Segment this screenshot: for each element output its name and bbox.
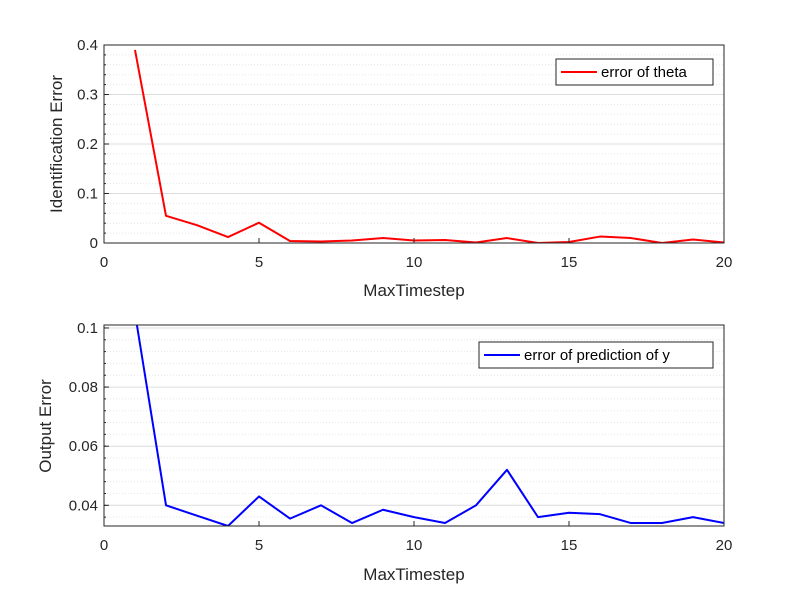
y-tick-label: 0.3	[77, 87, 98, 104]
x-tick-label: 0	[100, 537, 108, 554]
x-tick-label: 15	[561, 254, 578, 271]
y-tick-label: 0.2	[77, 136, 98, 153]
x-tick-label: 5	[255, 254, 263, 271]
x-tick-label: 20	[716, 254, 733, 271]
x-axis-label: MaxTimestep	[363, 281, 464, 300]
series-line	[135, 325, 724, 526]
subplot-output-error: 0.04 0.06 0.08 0.1 0 5 10 15 20 MaxTimestep Outp…	[36, 320, 733, 584]
subplot-identification-error: 0 0.1 0.2 0.3 0.4 0 5 10 15 20 MaxTimestep Identi…	[47, 37, 732, 300]
y-tick-label: 0.04	[69, 497, 98, 514]
y-axis-label: Output Error	[36, 379, 55, 473]
y-axis-label: Identification Error	[47, 75, 66, 213]
x-tick-label: 5	[255, 537, 263, 554]
ticks: 0.04 0.06 0.08 0.1 0 5 10 15 20	[69, 320, 733, 554]
series-line	[134, 49, 724, 243]
legend-label: error of prediction of y	[524, 347, 670, 364]
x-tick-label: 15	[561, 537, 578, 554]
y-tick-label: 0.4	[77, 37, 98, 54]
legend-label: error of theta	[601, 64, 688, 81]
y-tick-label: 0.1	[77, 186, 98, 203]
x-tick-label: 10	[406, 254, 423, 271]
y-tick-label: 0.08	[69, 379, 98, 396]
ticks: 0 0.1 0.2 0.3 0.4 0 5 10 15 20	[77, 37, 732, 271]
legend: error of prediction of y	[478, 341, 714, 369]
x-axis-label: MaxTimestep	[363, 565, 464, 584]
x-tick-label: 0	[100, 254, 108, 271]
y-tick-label: 0	[90, 235, 98, 252]
x-tick-label: 10	[406, 537, 423, 554]
y-tick-label: 0.06	[69, 438, 98, 455]
legend: error of theta	[555, 58, 714, 86]
y-tick-label: 0.1	[77, 320, 98, 337]
x-tick-label: 20	[716, 537, 733, 554]
series-layer	[135, 325, 724, 526]
